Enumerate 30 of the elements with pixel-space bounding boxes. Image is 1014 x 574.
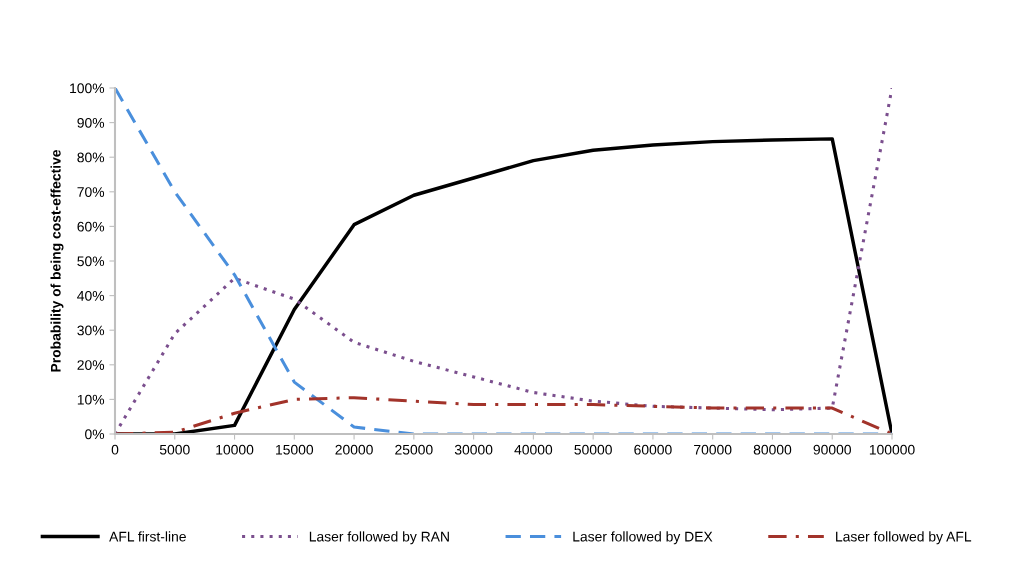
x-tick-label: 40000 — [514, 444, 553, 455]
y-axis-title: Probability of being cost-effective — [50, 149, 64, 372]
y-tick-label: 70% — [77, 187, 105, 197]
legend-label: Laser followed by RAN — [309, 531, 449, 545]
y-tick-label: 100% — [70, 83, 105, 94]
x-tick-label: 50000 — [574, 444, 612, 455]
x-tick-label: 100000 — [869, 444, 915, 455]
x-tick-label: 60000 — [634, 444, 672, 455]
y-tick-label: 50% — [77, 256, 105, 267]
legend-label: Laser followed by AFL — [836, 531, 972, 545]
x-tick-label: 20000 — [335, 444, 373, 455]
x-tick-label: 90000 — [813, 444, 851, 455]
x-tick-label: 15000 — [276, 444, 314, 455]
y-tick-label: 90% — [77, 117, 105, 128]
y-tick-label: 20% — [77, 360, 105, 370]
x-tick-label: 0 — [111, 444, 119, 455]
x-tick-label: 5000 — [159, 444, 190, 455]
y-tick-label: 10% — [77, 394, 105, 405]
x-tick-label: 80000 — [753, 444, 792, 455]
x-tick-label: 70000 — [694, 444, 732, 455]
y-tick-label: 40% — [77, 290, 105, 301]
x-tick-label: 25000 — [395, 444, 433, 455]
legend-label: AFL first-line — [109, 531, 186, 542]
legend-label: Laser followed by DEX — [573, 531, 713, 545]
y-tick-label: 0% — [85, 429, 105, 440]
x-tick-label: 10000 — [216, 444, 254, 455]
y-tick-label: 60% — [77, 221, 105, 232]
y-tick-label: 30% — [77, 325, 105, 336]
x-tick-label: 30000 — [454, 444, 493, 455]
y-tick-label: 80% — [77, 152, 105, 163]
